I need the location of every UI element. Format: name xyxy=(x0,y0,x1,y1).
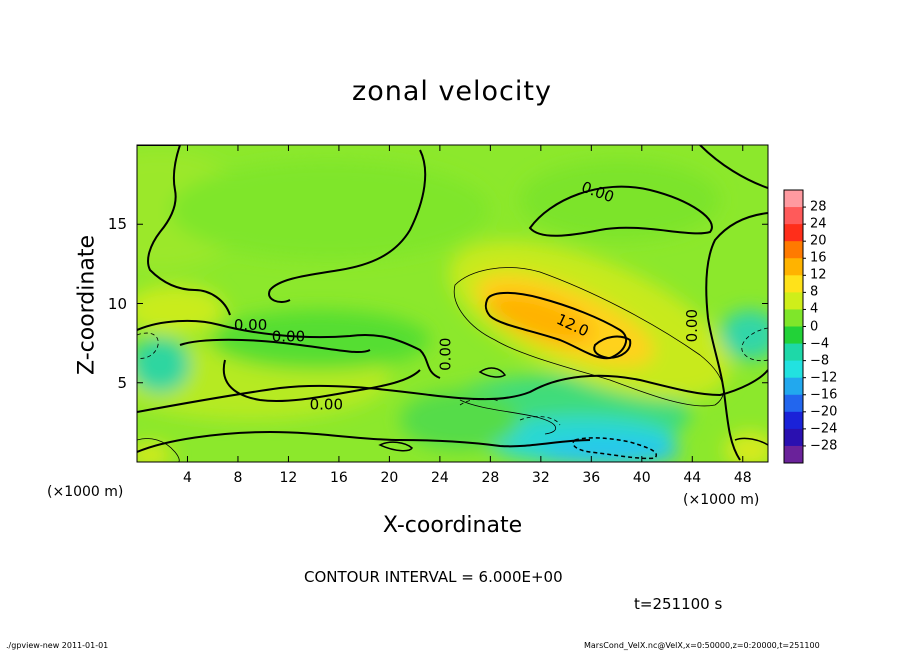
x-tick-label: 36 xyxy=(582,470,601,486)
x-tick-label: 28 xyxy=(481,470,500,486)
contour-line xyxy=(478,367,507,378)
contour-line xyxy=(179,338,371,354)
colorbar-swatch xyxy=(784,360,803,379)
contour-line xyxy=(137,319,441,379)
colorbar-swatch xyxy=(784,292,803,310)
x-tick-label: 40 xyxy=(632,470,651,486)
colorbar-label: −28 xyxy=(810,438,838,454)
time-stamp: t=251100 s xyxy=(634,595,723,613)
contour-line xyxy=(137,430,591,453)
colorbar-swatch xyxy=(784,241,803,259)
y-tick-label: 5 xyxy=(117,373,127,392)
colorbar-swatch xyxy=(784,377,803,396)
y-tick-label: 15 xyxy=(107,215,127,234)
contour-line xyxy=(222,359,421,402)
contour-interval-text: CONTOUR INTERVAL = 6.000E+00 xyxy=(304,568,563,586)
colorbar-swatch xyxy=(784,258,803,276)
x-tick-label: 48 xyxy=(733,470,752,486)
chart-title: zonal velocity xyxy=(352,76,552,107)
colorbar-swatch xyxy=(784,445,803,464)
y-tick-label: 10 xyxy=(107,294,127,313)
x-axis-label: X-coordinate xyxy=(382,513,523,538)
contour-line xyxy=(699,145,768,189)
colorbar-swatch xyxy=(784,411,803,430)
x-tick-label: 20 xyxy=(380,470,399,486)
x-tick-label: 32 xyxy=(531,470,550,486)
x-unit-label-left: (×1000 m) xyxy=(47,484,124,500)
x-tick-label: 12 xyxy=(279,470,298,486)
contour-line xyxy=(137,438,180,462)
contour-line xyxy=(137,369,768,413)
colorbar-swatch xyxy=(784,326,803,345)
contour-label: 0.00 xyxy=(683,309,701,342)
colorbar-swatch xyxy=(784,275,803,293)
colorbar-swatch xyxy=(784,394,803,413)
colorbar-swatch xyxy=(784,428,803,447)
colorbar-swatch xyxy=(784,207,803,225)
contour-label: 0.00 xyxy=(272,327,305,345)
colorbar-label: 20 xyxy=(810,233,827,249)
contour-line xyxy=(705,212,768,461)
contour-line xyxy=(734,437,768,446)
contour-line xyxy=(572,437,657,460)
contour-line xyxy=(137,145,231,316)
contour-line xyxy=(137,332,159,359)
colorbar-swatch xyxy=(784,224,803,242)
contour-line xyxy=(378,441,413,452)
footer-left: ./gpview-new 2011-01-01 xyxy=(6,641,109,650)
x-tick-label: 24 xyxy=(430,470,449,486)
colorbar-swatch xyxy=(784,343,803,362)
contour-line xyxy=(459,399,557,435)
contour-line xyxy=(268,149,427,303)
contour-line xyxy=(453,267,724,407)
contour-line xyxy=(519,416,561,426)
colorbar-label: 0 xyxy=(810,319,819,334)
colorbar-label: 8 xyxy=(810,284,819,300)
x-unit-label-right: (×1000 m) xyxy=(683,492,760,508)
colorbar-label: 12 xyxy=(810,267,827,283)
x-tick-label: 4 xyxy=(183,470,192,486)
colorbar-label: −16 xyxy=(810,387,838,403)
contour-label: 0.00 xyxy=(310,395,343,413)
colorbar-label: −12 xyxy=(810,370,838,386)
contour-label: 0.00 xyxy=(234,316,267,334)
colorbar-label: 4 xyxy=(810,301,819,317)
contour-line xyxy=(528,185,713,237)
colorbar-label: 24 xyxy=(810,216,827,232)
footer-right: MarsCond_VelX.nc@VelX,x=0:50000,z=0:2000… xyxy=(584,641,820,650)
contour-line xyxy=(741,327,768,362)
colorbar-label: −20 xyxy=(810,404,838,420)
x-tick-label: 44 xyxy=(683,470,702,486)
colorbar-label: −4 xyxy=(810,336,830,352)
contour-label: 0.00 xyxy=(437,338,455,371)
y-axis-label: Z-coordinate xyxy=(74,235,100,375)
contour-line xyxy=(593,335,632,360)
colorbar-label: −24 xyxy=(810,421,838,437)
colorbar-label: 16 xyxy=(810,250,827,266)
colorbar-swatch xyxy=(784,309,803,327)
x-tick-label: 8 xyxy=(233,470,243,486)
colorbar-label: −8 xyxy=(810,353,830,369)
colorbar-swatch xyxy=(784,190,803,208)
x-tick-label: 16 xyxy=(329,470,348,486)
contour-line xyxy=(459,398,501,406)
colorbar-label: 28 xyxy=(810,199,827,215)
